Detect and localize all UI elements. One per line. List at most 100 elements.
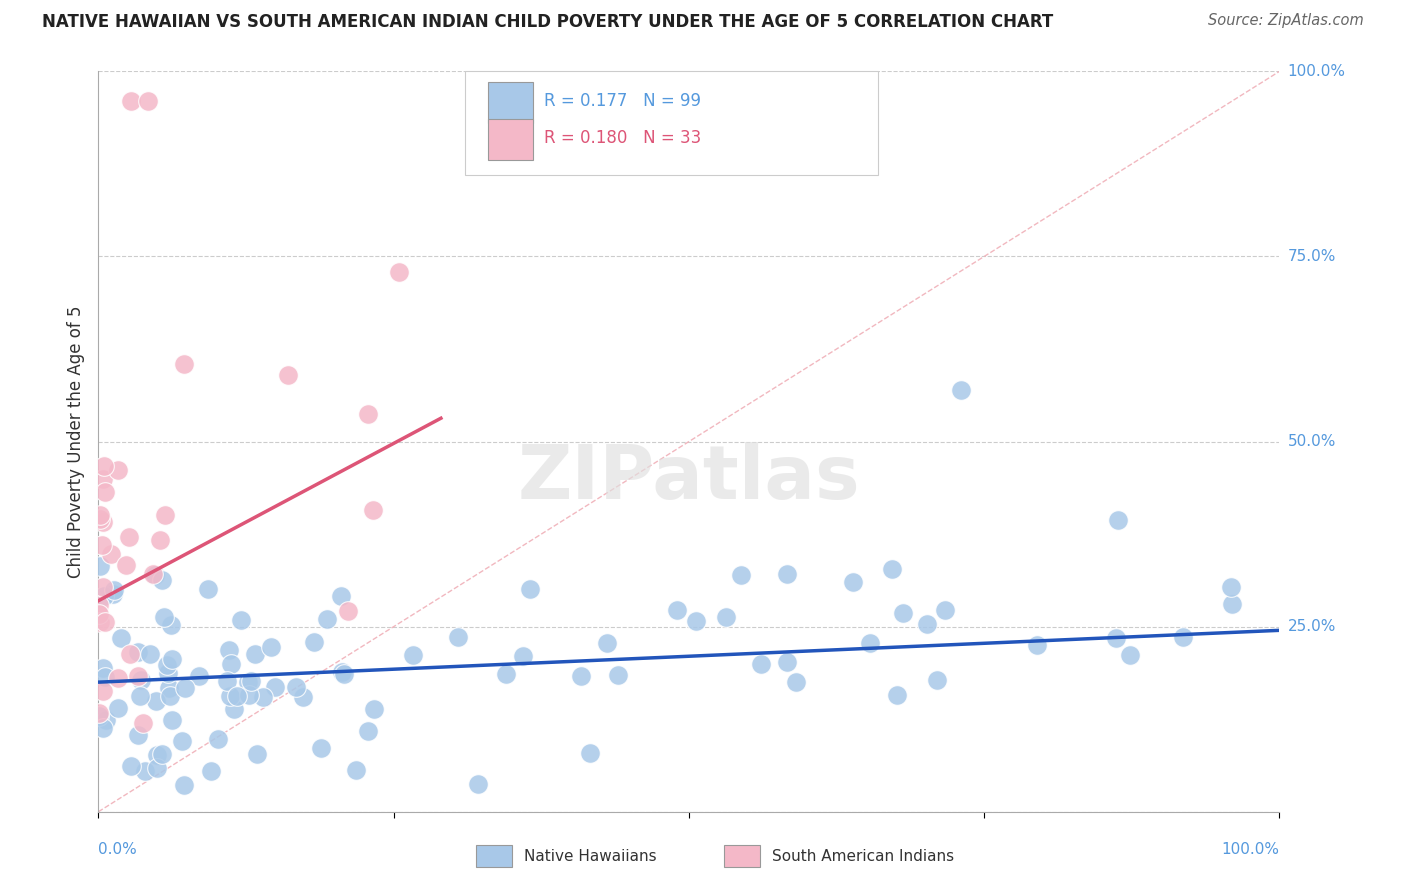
Point (200, 764, 222, 778)
Point (173, 357, 195, 371)
Point (173, 681, 195, 695)
Text: South American Indians: South American Indians (772, 848, 953, 863)
Point (934, 603, 956, 617)
Text: 100.0%: 100.0% (1222, 842, 1279, 857)
Point (238, 688, 260, 702)
Point (160, 713, 183, 727)
Point (236, 675, 259, 690)
Point (89, 511, 111, 525)
Point (1105, 631, 1128, 645)
Point (160, 617, 183, 632)
Point (142, 567, 165, 582)
Point (127, 645, 149, 659)
Text: R = 0.180   N = 33: R = 0.180 N = 33 (544, 129, 702, 147)
Point (730, 567, 752, 582)
FancyBboxPatch shape (477, 845, 512, 867)
Point (207, 731, 229, 746)
Point (149, 533, 172, 547)
Point (685, 614, 707, 628)
Point (100, 547, 122, 561)
Point (91, 684, 114, 698)
Text: 0.0%: 0.0% (98, 842, 138, 857)
Point (150, 574, 173, 588)
Point (91, 721, 114, 735)
Point (87, 706, 110, 720)
Point (94, 670, 117, 684)
Point (357, 724, 380, 739)
Point (120, 759, 142, 773)
Text: 75.0%: 75.0% (1288, 249, 1336, 264)
Point (96, 713, 118, 727)
Point (344, 763, 367, 777)
Point (143, 567, 166, 582)
Point (842, 574, 865, 589)
Point (94, 484, 117, 499)
Point (264, 680, 287, 694)
Point (333, 666, 356, 681)
Point (152, 747, 174, 761)
Y-axis label: Child Poverty Under the Age of 5: Child Poverty Under the Age of 5 (66, 305, 84, 578)
Point (107, 701, 129, 715)
Point (311, 740, 333, 755)
Point (93, 459, 115, 474)
FancyBboxPatch shape (488, 120, 533, 161)
Point (153, 610, 176, 624)
Point (91, 472, 114, 486)
Point (361, 502, 384, 516)
Point (915, 617, 938, 632)
Point (115, 558, 138, 572)
Point (134, 764, 156, 778)
Point (217, 674, 239, 689)
Text: 50.0%: 50.0% (1288, 434, 1336, 449)
Point (110, 631, 132, 645)
Point (245, 647, 267, 661)
Point (277, 368, 299, 383)
Point (129, 690, 152, 704)
Point (519, 582, 541, 596)
Point (1173, 631, 1195, 645)
Point (91, 580, 114, 594)
Point (107, 671, 129, 685)
Text: Source: ZipAtlas.com: Source: ZipAtlas.com (1208, 13, 1364, 29)
Point (93, 590, 115, 604)
Point (145, 747, 167, 762)
Point (222, 701, 245, 715)
Point (363, 702, 385, 716)
Point (1026, 638, 1049, 652)
Point (330, 665, 353, 679)
Point (218, 643, 240, 657)
Point (170, 734, 193, 748)
Point (219, 690, 242, 704)
Point (714, 609, 737, 624)
Point (891, 606, 914, 620)
Point (127, 728, 149, 742)
Point (495, 667, 517, 681)
Point (156, 665, 179, 680)
FancyBboxPatch shape (464, 71, 877, 175)
Point (859, 635, 882, 649)
Point (93, 615, 115, 629)
Point (239, 673, 262, 688)
Point (252, 690, 274, 704)
Point (89, 615, 111, 629)
Point (197, 582, 219, 597)
Point (229, 613, 252, 627)
Point (785, 675, 807, 690)
Point (89, 558, 111, 573)
Point (1220, 581, 1243, 595)
Point (388, 265, 411, 279)
Point (127, 669, 149, 683)
Point (402, 648, 425, 663)
Point (467, 777, 489, 791)
Point (579, 746, 602, 760)
Text: Native Hawaiians: Native Hawaiians (523, 848, 657, 863)
Point (121, 94, 143, 108)
Point (103, 582, 125, 597)
Point (159, 689, 181, 703)
Point (132, 715, 155, 730)
Point (136, 94, 159, 108)
Point (91, 515, 114, 529)
Point (886, 688, 908, 702)
Point (357, 407, 380, 421)
Point (188, 669, 211, 683)
